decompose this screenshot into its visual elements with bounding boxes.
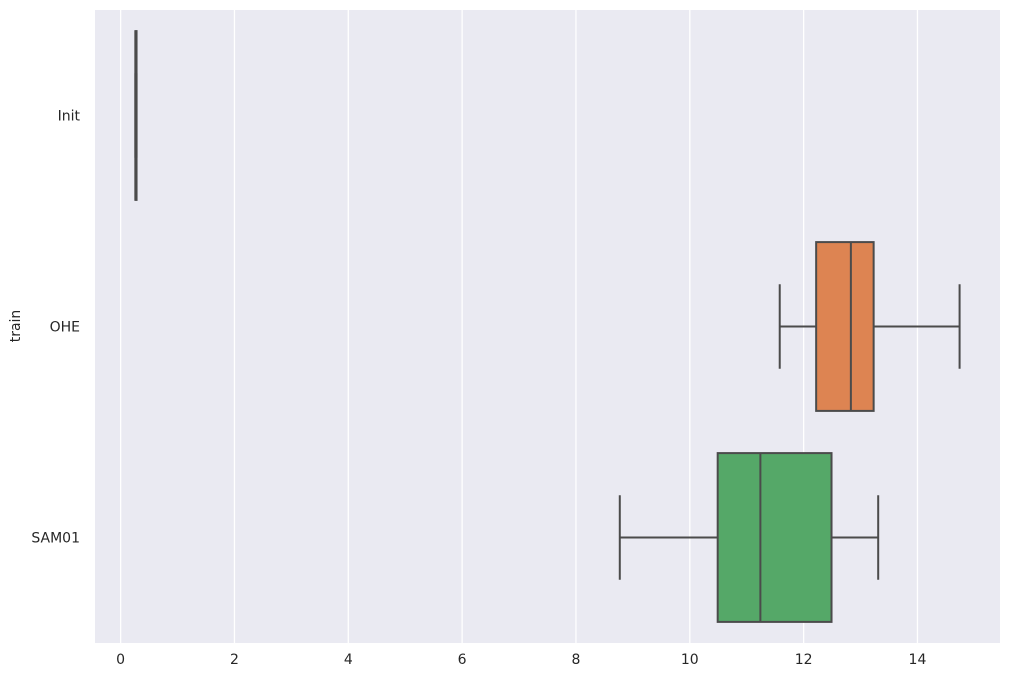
x-axis-ticks: 0 2 4 6 8 10 12 14 bbox=[116, 652, 926, 668]
box-ohe bbox=[778, 241, 961, 412]
x-tick-label: 2 bbox=[230, 652, 239, 668]
iqr-box bbox=[716, 452, 833, 623]
x-tick-label: 10 bbox=[681, 652, 699, 668]
box-init bbox=[134, 30, 138, 201]
y-tick-label: OHE bbox=[50, 320, 80, 336]
x-tick-label: 8 bbox=[571, 652, 580, 668]
box-sam01 bbox=[618, 452, 880, 623]
x-tick-label: 6 bbox=[458, 652, 467, 668]
box-series bbox=[134, 30, 961, 623]
x-tick-label: 0 bbox=[116, 652, 125, 668]
y-axis-label: train bbox=[8, 310, 24, 343]
x-tick-label: 14 bbox=[909, 652, 927, 668]
y-tick-label: SAM01 bbox=[31, 531, 80, 547]
x-tick-label: 12 bbox=[795, 652, 813, 668]
y-axis-ticks: Init OHE SAM01 bbox=[31, 109, 80, 547]
y-tick-label: Init bbox=[58, 109, 81, 125]
x-tick-label: 4 bbox=[344, 652, 353, 668]
iqr-box bbox=[815, 241, 875, 412]
